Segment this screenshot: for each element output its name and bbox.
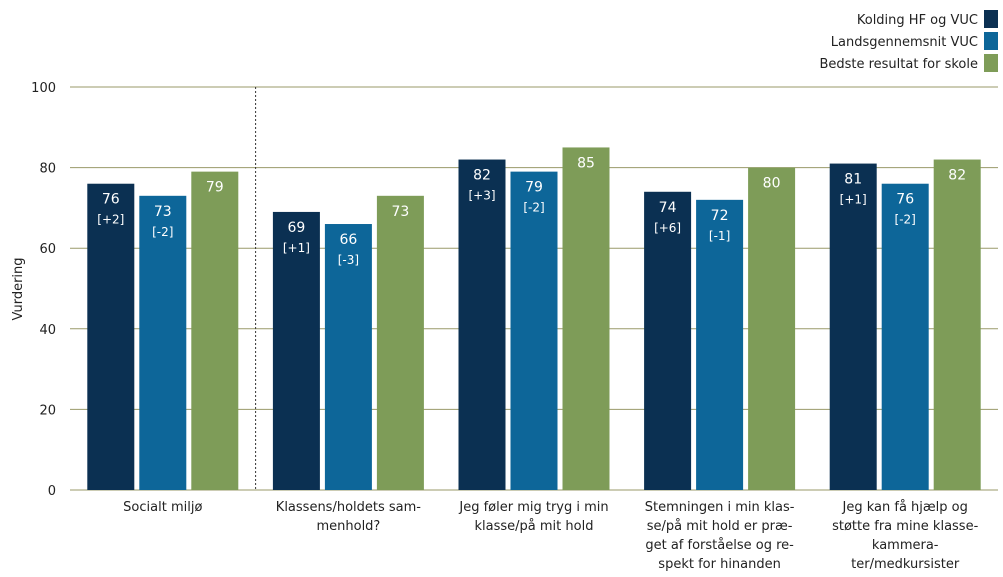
- x-tick-label: Jeg kan få hjælp og støtte fra mine klass…: [832, 500, 978, 572]
- legend: Kolding HF og VUC Landsgennemsnit VUC Beds…: [819, 10, 998, 72]
- legend-label: Bedste resultat for skole: [819, 57, 978, 72]
- bar-value-label: 76: [102, 192, 120, 208]
- bar: [696, 199, 744, 490]
- legend-label: Landsgennemsnit VUC: [831, 35, 978, 50]
- y-tick-label: 40: [39, 323, 56, 338]
- bar-delta-label: [+6]: [654, 221, 681, 235]
- y-tick-label: 80: [39, 162, 56, 177]
- bar: [829, 163, 877, 490]
- bar: [458, 159, 506, 491]
- x-axis-labels: Socialt miljø Klassens/holdets sam-menhol…: [123, 500, 978, 572]
- bar-value-label: 85: [577, 155, 595, 171]
- bars: 76 [+2] 73 [-2] 79 69 [+1] 66 [-3] 73 82 [+3] 79 [-2]…: [87, 147, 981, 491]
- bar-delta-label: [+2]: [97, 213, 124, 227]
- legend-label: Kolding HF og VUC: [857, 13, 978, 28]
- bar: [644, 191, 692, 490]
- bar-value-label: 76: [896, 192, 914, 208]
- bar: [272, 211, 320, 490]
- bar: [881, 183, 929, 490]
- bar-delta-label: [-3]: [338, 253, 359, 267]
- bar: [139, 195, 187, 490]
- bar-value-label: 73: [154, 204, 172, 220]
- bar-delta-label: [-2]: [152, 225, 173, 239]
- bar: [748, 167, 796, 490]
- bar: [933, 159, 981, 491]
- bar-value-label: 82: [473, 168, 491, 184]
- bar-delta-label: [+3]: [468, 189, 495, 203]
- bar: [87, 183, 135, 490]
- bar-delta-label: [+1]: [840, 193, 867, 207]
- bar-delta-label: [-2]: [523, 201, 544, 215]
- legend-swatch: [984, 10, 998, 28]
- bar-value-label: 80: [763, 176, 781, 192]
- bar-delta-label: [-2]: [895, 213, 916, 227]
- bar-delta-label: [-1]: [709, 229, 730, 243]
- bar-value-label: 66: [339, 232, 357, 248]
- bar-value-label: 73: [391, 204, 409, 220]
- bar-value-label: 72: [711, 208, 729, 224]
- y-tick-label: 0: [48, 484, 56, 499]
- y-axis-title: Vurdering: [11, 257, 26, 320]
- y-tick-label: 20: [39, 403, 56, 418]
- y-axis: 0 20 40 60 80 100: [31, 81, 56, 499]
- y-tick-label: 100: [31, 81, 56, 96]
- x-tick-label: Klassens/holdets sam-menhold?: [276, 500, 421, 534]
- bar: [562, 147, 610, 490]
- bar: [376, 195, 424, 490]
- y-tick-label: 60: [39, 242, 56, 257]
- bar: [324, 224, 372, 490]
- bar-value-label: 79: [206, 180, 224, 196]
- legend-swatch: [984, 32, 998, 50]
- bar-value-label: 74: [659, 200, 677, 216]
- bar: [510, 171, 558, 490]
- bar-value-label: 79: [525, 180, 543, 196]
- legend-swatch: [984, 54, 998, 72]
- bar-value-label: 81: [844, 172, 862, 188]
- bar-value-label: 69: [287, 220, 305, 236]
- bar: [191, 171, 239, 490]
- x-tick-label: Socialt miljø: [123, 500, 202, 515]
- x-tick-label: Jeg føler mig tryg i min klasse/på mit ho…: [458, 500, 608, 534]
- x-tick-label: Stemningen i min klas-se/på mit hold er …: [645, 500, 795, 572]
- bar-delta-label: [+1]: [283, 241, 310, 255]
- bar-value-label: 82: [948, 168, 966, 184]
